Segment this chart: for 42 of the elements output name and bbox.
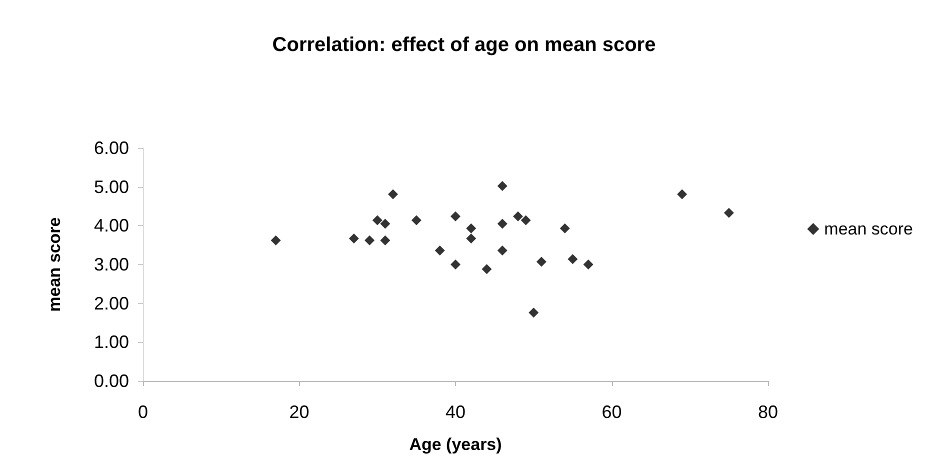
point [497, 218, 508, 229]
point [380, 218, 390, 229]
point [450, 211, 460, 222]
point [450, 260, 460, 270]
y-tick-label: 2.00 [94, 293, 129, 314]
point [466, 223, 476, 234]
point [411, 215, 422, 226]
y-tick-label: 6.00 [94, 138, 129, 158]
point [497, 181, 508, 192]
y-tick-label: 1.00 [94, 332, 129, 352]
point [364, 235, 375, 246]
y-tick-label: 5.00 [94, 176, 129, 197]
point [466, 233, 476, 244]
point [677, 189, 688, 200]
point [513, 211, 523, 222]
y-tick-label: 0.00 [94, 371, 129, 391]
point [560, 223, 570, 234]
point [388, 189, 398, 200]
chart-title: Correlation: effect of age on mean score [272, 34, 656, 56]
y-tick-label: 3.00 [94, 254, 129, 274]
point [528, 308, 539, 318]
point [482, 264, 492, 274]
y-axis-title: mean score [45, 217, 64, 312]
x-tick-label: 20 [289, 402, 310, 422]
x-tick-label: 80 [758, 402, 778, 422]
x-tick-label: 60 [602, 402, 622, 422]
y-tick-label: 4.00 [94, 216, 129, 236]
x-tick-label: 40 [445, 402, 466, 422]
point [497, 246, 508, 256]
point [520, 215, 531, 226]
point [380, 235, 390, 246]
point [434, 246, 445, 256]
point [583, 260, 594, 270]
point [270, 235, 281, 246]
point [348, 233, 359, 244]
legend-label: mean score [824, 220, 914, 238]
x-axis-title: Age (years) [409, 435, 502, 454]
x-tick-label: 0 [138, 402, 148, 422]
point [568, 254, 578, 264]
point [724, 208, 734, 218]
point [536, 256, 546, 267]
point [372, 215, 382, 226]
